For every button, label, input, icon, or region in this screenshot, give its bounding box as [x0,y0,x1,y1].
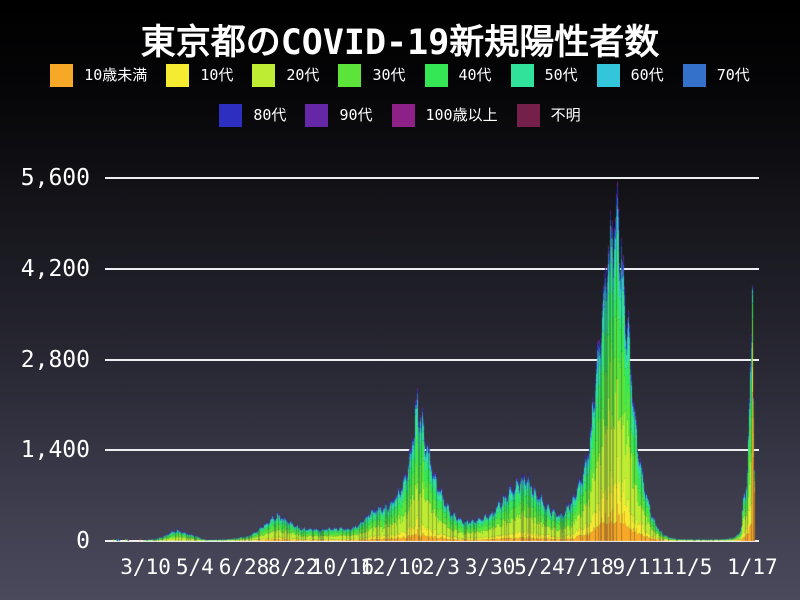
legend-row-2: 80代 90代 100歳以上 不明 [0,104,800,127]
x-tick-label: 2/3 [421,555,460,579]
legend-item-label: 70代 [716,66,750,84]
legend-swatch [424,64,448,87]
legend-item-11: 100歳以上 [391,104,498,127]
legend-swatch [50,64,74,87]
legend-swatch [682,64,706,87]
x-tick-label: 3/30 [464,555,516,579]
x-tick-label: 5/24 [514,555,565,579]
x-tick-label: 8/22 [267,555,319,579]
legend-swatch [305,104,329,127]
legend-swatch [252,64,276,87]
legend-item-9: 80代 [219,104,286,127]
y-tick-label: 4,200 [20,255,90,282]
legend-item-4: 30代 [338,64,406,87]
x-tick-label: 1/17 [727,555,778,579]
y-tick-label: 2,800 [20,346,90,373]
legend-swatch [166,64,190,87]
legend-item-label: 20代 [286,66,320,84]
legend-item-label: 不明 [550,106,581,124]
legend-item-2: 10代 [166,64,233,87]
legend-item-label: 90代 [339,106,373,124]
x-tick-label: 5/4 [175,555,214,579]
legend-item-label: 30代 [372,66,406,84]
x-tick-label: 3/10 [120,555,171,579]
legend-swatch [338,64,362,87]
legend-item-label: 10歳未満 [84,66,148,84]
legend-swatch [510,64,534,87]
legend-item-8: 70代 [682,64,750,87]
legend-item-label: 50代 [544,66,578,84]
legend-item-1: 10歳未満 [50,64,147,87]
y-tick-label: 0 [76,528,90,554]
page-title: 東京都のCOVID-19新規陽性者数 [140,23,660,63]
legend-item-10: 90代 [305,104,373,127]
legend-item-label: 10代 [200,66,234,84]
legend-row-1: 10歳未満 10代 20代 30代 40代 50代 60代 70代 [0,64,800,87]
x-tick-label: 9/11 [612,555,664,579]
legend-item-label: 40代 [458,66,492,84]
legend-item-7: 60代 [596,64,664,87]
legend-swatch [391,104,415,127]
legend-item-12: 不明 [516,104,581,127]
legend-item-5: 40代 [424,64,492,87]
x-tick-label: 10/16 [310,555,375,579]
stacked-area-chart-canvas [105,150,760,543]
legend-item-label: 60代 [630,66,664,84]
y-tick-label: 1,400 [20,437,90,464]
x-tick-label: 12/10 [360,555,424,579]
legend-item-3: 20代 [252,64,319,87]
legend-swatch [596,64,620,87]
x-tick-label: 7/18 [563,555,614,579]
legend-swatch [516,104,540,127]
legend-item-label: 80代 [253,106,287,124]
legend-item-label: 100歳以上 [425,106,498,124]
x-tick-label: 11/5 [661,555,713,579]
legend-item-6: 50代 [510,64,578,87]
y-tick-label: 5,600 [20,165,90,191]
x-tick-label: 6/28 [218,555,270,579]
legend-swatch [219,104,243,127]
